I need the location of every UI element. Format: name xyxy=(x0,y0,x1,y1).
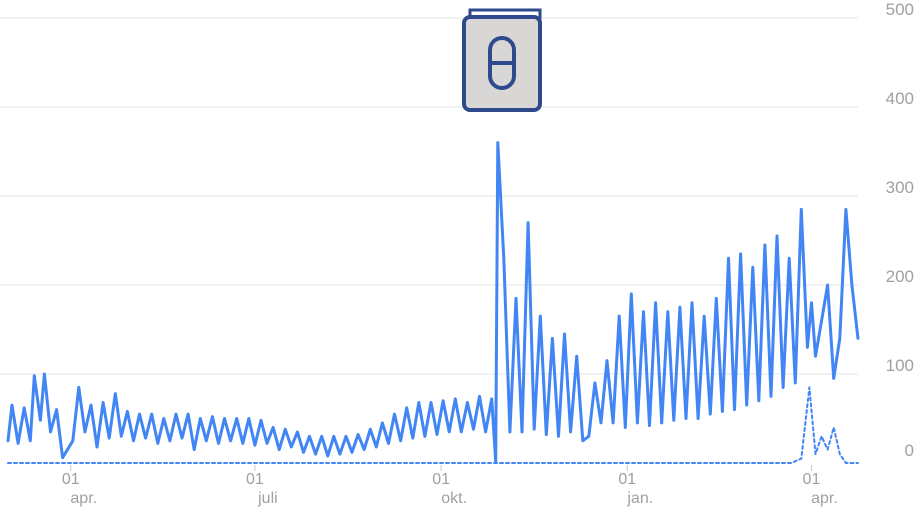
series-line-solid xyxy=(6,141,860,463)
x-tick-day: 01 xyxy=(618,471,636,488)
gridlines xyxy=(0,17,858,375)
x-axis-ticks: 01 apr. 01 juli 01 okt. 01 jan. 01 apr. xyxy=(62,465,838,507)
series-lines xyxy=(6,141,860,464)
x-tick-month: jan. xyxy=(626,490,653,507)
x-tick-day: 01 xyxy=(432,471,450,488)
x-tick-day: 01 xyxy=(246,471,264,488)
x-tick-day: 01 xyxy=(803,471,821,488)
x-tick-month: apr. xyxy=(811,490,838,507)
x-tick-day: 01 xyxy=(62,471,80,488)
y-tick-label: 0 xyxy=(905,441,914,460)
y-tick-label: 300 xyxy=(886,178,914,197)
x-tick-month: okt. xyxy=(441,490,467,507)
y-tick-label: 200 xyxy=(886,267,914,286)
book-pill-icon xyxy=(462,8,542,112)
y-tick-label: 400 xyxy=(886,89,914,108)
y-tick-label: 500 xyxy=(886,0,914,19)
y-axis-ticks: 0 100 200 300 400 500 xyxy=(886,0,914,460)
x-tick-month: apr. xyxy=(70,490,97,507)
x-tick-month: juli xyxy=(257,490,278,507)
y-tick-label: 100 xyxy=(886,356,914,375)
series-line-dashed xyxy=(7,386,859,464)
